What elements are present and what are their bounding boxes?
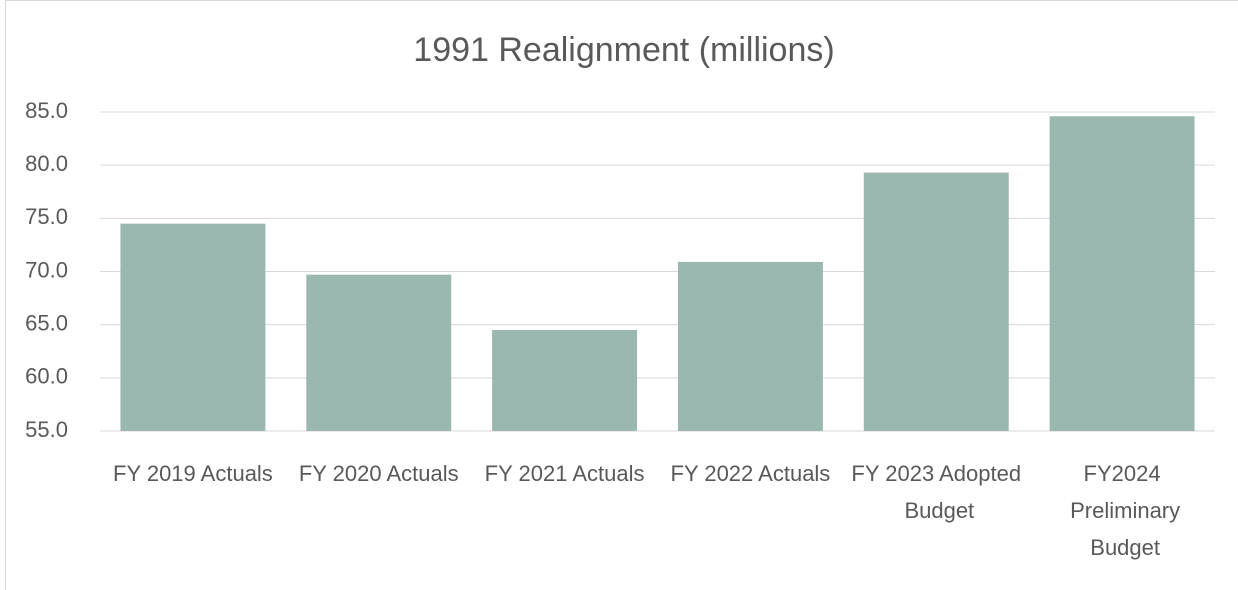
- y-tick-label: 80.0: [25, 151, 68, 176]
- y-tick-label: 75.0: [25, 204, 68, 229]
- x-tick-label: FY2024 Preliminary Budget: [1064, 461, 1180, 560]
- chart-title: 1991 Realignment (millions): [413, 31, 834, 69]
- y-tick-label: 55.0: [25, 417, 68, 442]
- y-tick-label: 85.0: [25, 98, 68, 123]
- x-tick-label: FY 2022 Actuals: [671, 461, 831, 486]
- bar: [1049, 116, 1195, 432]
- y-tick-label: 65.0: [25, 310, 68, 335]
- x-tick-label: FY 2019 Actuals: [113, 461, 273, 486]
- x-tick-label: FY 2021 Actuals: [485, 461, 645, 486]
- y-tick-label: 70.0: [25, 257, 68, 282]
- bar: [863, 172, 1009, 432]
- x-tick-label: FY 2020 Actuals: [299, 461, 459, 486]
- chart-border: [5, 0, 1238, 590]
- y-tick-label: 60.0: [25, 364, 68, 389]
- x-tick-label: FY 2023 Adopted Budget: [851, 461, 1021, 523]
- bar: [306, 274, 452, 431]
- bar: [677, 261, 823, 431]
- bar: [492, 329, 638, 431]
- bar: [120, 223, 266, 431]
